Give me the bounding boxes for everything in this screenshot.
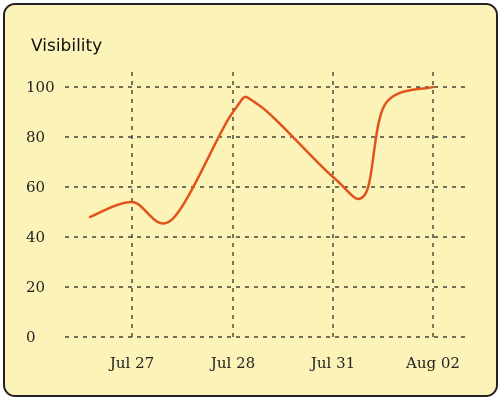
y-tick-label: 0: [26, 328, 36, 346]
y-tick-label: 60: [26, 178, 45, 196]
y-tick-label: 80: [26, 128, 45, 146]
y-tick-label: 40: [26, 228, 45, 246]
series-line: [88, 85, 435, 225]
x-axis-ticks: Jul 27 Jul 28 Jul 31 Aug 02: [108, 354, 460, 372]
y-tick-label: 100: [26, 78, 55, 96]
x-tick-label: Aug 02: [405, 354, 460, 372]
chart-card: Visibility: [3, 3, 498, 397]
x-tick-label: Jul 28: [209, 354, 255, 372]
grid-lines: [65, 72, 468, 338]
chart-title: Visibility: [31, 36, 103, 56]
y-axis-ticks: 0 20 40 60 80 100: [26, 78, 55, 346]
x-tick-label: Jul 31: [309, 354, 355, 372]
y-tick-label: 20: [26, 278, 45, 296]
x-tick-label: Jul 27: [108, 354, 154, 372]
